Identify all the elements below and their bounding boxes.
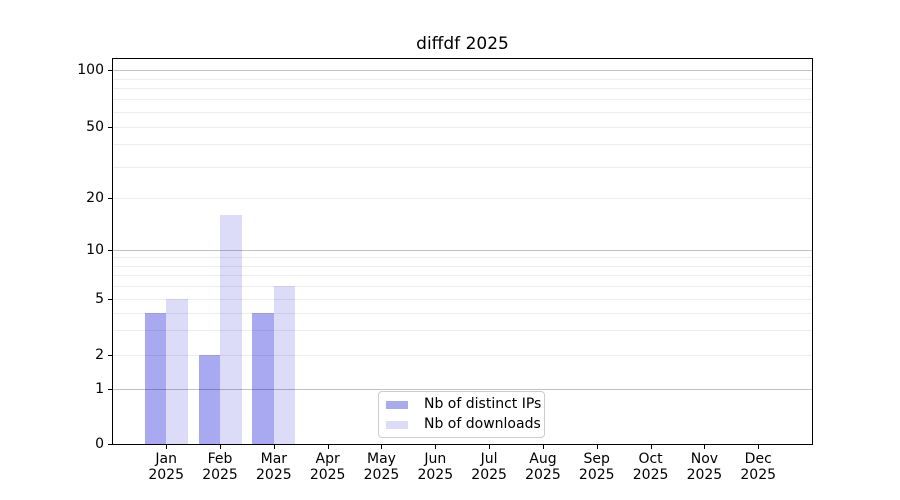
y-minor-gridline (113, 330, 812, 331)
y-gridline (113, 198, 812, 199)
y-minor-gridline (113, 266, 812, 267)
bar-downloads (220, 214, 242, 444)
y-minor-gridline (113, 167, 812, 168)
x-tick-label: Feb 2025 (192, 451, 248, 483)
y-minor-gridline (113, 144, 812, 145)
x-tick-label: Jun 2025 (407, 451, 463, 483)
x-tick-month: Jun (424, 451, 447, 467)
y-minor-gridline (113, 79, 812, 80)
x-tick-month: Aug (529, 451, 557, 467)
y-tick-mark (108, 127, 113, 128)
x-tick-label: May 2025 (353, 451, 409, 483)
y-tick-label: 100 (77, 62, 104, 78)
y-tick-label: 20 (86, 190, 104, 206)
y-tick-label: 2 (95, 347, 104, 363)
y-tick-mark (108, 389, 113, 390)
x-tick-year: 2025 (309, 467, 346, 483)
legend: Nb of distinct IPs Nb of downloads (378, 391, 545, 438)
x-tick-mark (273, 444, 275, 449)
legend-item-downloads: Nb of downloads (386, 416, 544, 433)
x-tick-mark (489, 444, 491, 449)
x-tick-label: Jul 2025 (461, 451, 517, 483)
x-tick-mark (596, 444, 598, 449)
x-tick-mark (327, 444, 329, 449)
x-tick-month: Sep (583, 451, 610, 467)
y-gridline (113, 355, 812, 356)
bar-downloads (273, 286, 296, 444)
chart-title: diffdf 2025 (416, 34, 509, 54)
x-tick-mark (220, 444, 222, 449)
y-tick-label: 50 (86, 119, 104, 135)
legend-label-downloads: Nb of downloads (424, 416, 541, 432)
y-gridline (113, 127, 812, 128)
y-tick-mark (108, 299, 113, 300)
bar-distinct-ips (252, 312, 274, 444)
legend-item-distinct-ips: Nb of distinct IPs (386, 396, 544, 413)
y-minor-gridline (113, 99, 812, 100)
y-tick-label: 10 (86, 242, 104, 258)
y-tick-mark (108, 250, 113, 251)
x-tick-year: 2025 (148, 467, 184, 483)
x-tick-mark (758, 444, 760, 449)
x-tick-year: 2025 (417, 467, 454, 483)
y-minor-gridline (113, 313, 812, 314)
x-tick-month: May (366, 451, 396, 467)
x-tick-year: 2025 (202, 467, 238, 483)
x-tick-year: 2025 (740, 467, 777, 483)
y-tick-label: 0 (95, 436, 104, 452)
x-tick-label: Aug 2025 (515, 451, 571, 483)
x-tick-year: 2025 (363, 467, 400, 483)
x-tick-label: Mar 2025 (246, 451, 302, 483)
x-tick-year: 2025 (632, 467, 669, 483)
x-tick-month: Apr (315, 451, 340, 467)
x-tick-label: Nov 2025 (676, 451, 732, 483)
x-tick-label: Sep 2025 (569, 451, 625, 483)
y-gridline (113, 250, 812, 251)
legend-swatch-downloads (386, 420, 408, 429)
bar-downloads (166, 299, 188, 444)
x-tick-month: Jul (480, 451, 498, 467)
x-tick-mark (650, 444, 652, 449)
y-tick-label: 1 (95, 381, 104, 397)
y-tick-mark (108, 70, 113, 71)
y-minor-gridline (113, 88, 812, 89)
x-tick-label: Oct 2025 (623, 451, 679, 483)
x-tick-month: Feb (207, 451, 233, 467)
legend-swatch-distinct-ips (386, 400, 408, 409)
y-minor-gridline (113, 257, 812, 258)
x-tick-month: Nov (690, 451, 719, 467)
x-tick-label: Apr 2025 (300, 451, 356, 483)
x-tick-year: 2025 (686, 467, 723, 483)
x-tick-month: Oct (638, 451, 663, 467)
y-gridline (113, 389, 812, 390)
x-tick-month: Jan (155, 451, 177, 467)
x-tick-mark (381, 444, 383, 449)
y-tick-label: 5 (95, 291, 104, 307)
x-tick-year: 2025 (578, 467, 615, 483)
x-tick-month: Dec (744, 451, 772, 467)
y-tick-mark (108, 355, 113, 356)
y-minor-gridline (113, 275, 812, 276)
y-minor-gridline (113, 286, 812, 287)
x-tick-year: 2025 (471, 467, 507, 483)
bar-distinct-ips (144, 312, 167, 444)
bar-distinct-ips (198, 355, 221, 444)
x-tick-mark (435, 444, 437, 449)
y-gridline (113, 70, 812, 71)
y-tick-mark (108, 444, 113, 445)
x-tick-mark (704, 444, 706, 449)
x-tick-label: Jan 2025 (138, 451, 194, 483)
x-tick-month: Mar (260, 451, 288, 467)
y-minor-gridline (113, 112, 812, 113)
x-tick-mark (166, 444, 168, 449)
plot-area (112, 58, 813, 445)
y-tick-mark (108, 198, 113, 199)
y-gridline (113, 299, 812, 300)
x-tick-year: 2025 (525, 467, 561, 483)
x-tick-label: Dec 2025 (730, 451, 786, 483)
x-tick-mark (542, 444, 544, 449)
legend-label-distinct-ips: Nb of distinct IPs (424, 396, 542, 412)
x-tick-year: 2025 (256, 467, 292, 483)
